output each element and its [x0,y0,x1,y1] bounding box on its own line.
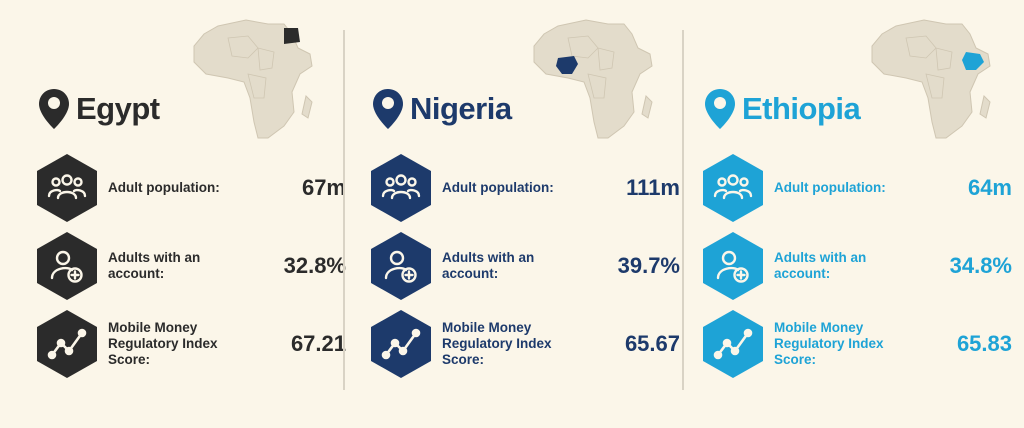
stat-label: Adult population: [108,180,220,195]
stat-row-regulatory-index: Mobile Money Regulatory Index Score: 65.… [370,308,690,380]
africa-map-icon [193,19,313,139]
stat-value: 64m [967,175,1012,200]
stat-label: Adults with an account: [774,250,867,281]
stat-row-adult-population: Adult population: 67m [36,152,356,224]
column-divider [343,30,345,390]
nigeria-highlight [556,56,578,74]
stat-row-adult-population: Adult population: 64m [702,152,1022,224]
stat-value: 65.67 [624,331,680,356]
trend-line-icon [36,309,98,379]
stat-label: Mobile Money Regulatory Index Score: [442,320,552,367]
stat-row-adults-with-account: Adults with an account: 32.8% [36,230,356,302]
people-icon [36,153,98,223]
stat-value: 67.21 [290,331,346,356]
stat-label: Mobile Money Regulatory Index Score: [774,320,884,367]
stat-label: Adult population: [442,180,554,195]
user-plus-icon [702,231,764,301]
stat-value: 34.8% [949,253,1012,278]
country-column-nigeria: Nigeria Adult population: 111m [362,0,692,428]
stat-label: Adult population: [774,180,886,195]
country-header: Egypt [38,88,160,130]
location-pin-icon [373,89,403,129]
location-pin-icon [39,89,69,129]
africa-map-icon [533,19,653,139]
stat-row-adults-with-account: Adults with an account: 34.8% [702,230,1022,302]
trend-line-icon [702,309,764,379]
country-column-ethiopia: Ethiopia Adult population: 64m [694,0,1024,428]
stat-label: Adults with an account: [108,250,201,281]
people-icon [702,153,764,223]
country-name: Egypt [76,91,160,126]
user-plus-icon [370,231,432,301]
africa-map-icon [871,19,991,139]
stat-value: 65.83 [956,331,1012,356]
stat-row-regulatory-index: Mobile Money Regulatory Index Score: 67.… [36,308,356,380]
stat-label: Adults with an account: [442,250,535,281]
country-column-egypt: Egypt Adult population: 67m [28,0,358,428]
location-pin-icon [705,89,735,129]
stat-value: 111m [626,175,680,200]
stat-value: 32.8% [283,253,346,278]
people-icon [370,153,432,223]
ethiopia-highlight [962,52,984,70]
stat-value: 39.7% [617,253,680,278]
country-name: Ethiopia [742,91,861,126]
stat-label: Mobile Money Regulatory Index Score: [108,320,218,367]
stat-row-adult-population: Adult population: 111m [370,152,690,224]
column-divider [682,30,684,390]
egypt-highlight [284,28,300,44]
country-header: Nigeria [372,88,512,130]
stat-row-regulatory-index: Mobile Money Regulatory Index Score: 65.… [702,308,1022,380]
country-header: Ethiopia [704,88,861,130]
country-name: Nigeria [410,91,512,126]
trend-line-icon [370,309,432,379]
stat-row-adults-with-account: Adults with an account: 39.7% [370,230,690,302]
user-plus-icon [36,231,98,301]
stat-value: 67m [301,175,346,200]
